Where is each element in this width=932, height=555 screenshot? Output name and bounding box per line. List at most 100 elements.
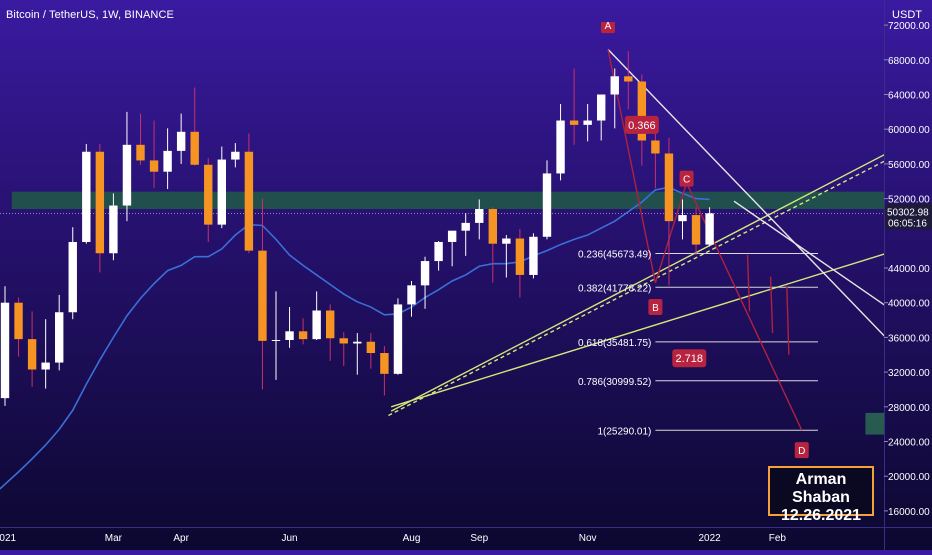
candle-body-13 (176, 131, 186, 151)
plot-area: 0.236(45673.49) 0.382(41778.22) 0.618(3548… (0, 21, 884, 490)
candle-body-14 (190, 131, 199, 165)
signature-date: 12.26.2021 (780, 507, 862, 524)
x-tick-label-3: Jun (281, 533, 297, 544)
projection-line-1 (769, 276, 774, 334)
candle-body-40 (542, 173, 552, 237)
candle-body-11 (149, 160, 159, 172)
y-tick-label-10: 28000.00 (888, 403, 930, 414)
candle-body-29 (393, 304, 403, 374)
projection-line-2 (786, 285, 790, 355)
candle-body-2 (27, 339, 37, 370)
x-tick-label-4: Aug (403, 533, 421, 544)
candle-body-52 (705, 213, 714, 245)
ratio-label-0: 0.366 (628, 120, 656, 132)
y-tick-label-5: 52000.00 (888, 195, 930, 206)
candle-body-47 (637, 81, 647, 141)
candle-body-51 (691, 215, 701, 245)
candle-body-5 (68, 241, 77, 313)
candle-body-50 (678, 215, 687, 222)
candle-body-42 (569, 120, 579, 125)
x-tick-label-2: Apr (173, 533, 189, 544)
candle-body-12 (163, 150, 172, 172)
candle-body-3 (41, 362, 50, 370)
fib-label-2: 0.618(35481.75) (578, 338, 651, 349)
y-tick-label-2: 64000.00 (888, 91, 930, 102)
x-tick-label-7: 2022 (698, 533, 721, 544)
fib-label-4: 1(25290.01) (597, 426, 651, 437)
x-tick-label-1: Mar (105, 533, 123, 544)
candle-body-24 (326, 310, 335, 339)
candle-body-36 (488, 209, 497, 244)
trend-line-3 (607, 48, 884, 337)
wave-label-D: D (798, 446, 805, 457)
currency-label: USDT (892, 9, 922, 21)
candle-body-43 (583, 120, 592, 125)
ratio-box-1 (672, 349, 707, 368)
candle-body-22 (298, 331, 308, 340)
candle-body-34 (461, 222, 470, 231)
candle-body-45 (610, 76, 619, 95)
candle-body-25 (339, 338, 348, 344)
trend-line-6 (654, 182, 688, 283)
candle-body-18 (244, 151, 254, 251)
wave-marker-B (648, 299, 663, 316)
current-price-tag (885, 203, 932, 230)
ratio-box-0 (624, 115, 659, 134)
candle-body-7 (95, 151, 105, 254)
x-tick-label-0: 2021 (0, 533, 17, 544)
candle-body-0 (0, 302, 10, 399)
x-tick-label-8: Feb (769, 533, 787, 544)
candle-body-26 (353, 341, 362, 344)
candle-body-33 (447, 230, 457, 242)
candle-body-19 (258, 250, 267, 341)
candle-body-49 (664, 153, 674, 222)
candle-body-16 (217, 159, 226, 225)
candle-body-32 (434, 241, 443, 262)
y-tick-label-12: 20000.00 (888, 472, 930, 483)
signature-box: Arman Shaban 12.26.2021 (768, 466, 874, 524)
candle-body-37 (502, 238, 511, 244)
candle-body-28 (380, 353, 389, 374)
y-tick-label-9: 32000.00 (888, 368, 930, 379)
y-tick-label-3: 60000.00 (888, 125, 930, 136)
candle-body-44 (597, 94, 606, 121)
candle-body-17 (231, 151, 240, 160)
fib-label-3: 0.786(30999.52) (578, 377, 651, 388)
candle-body-27 (366, 341, 376, 354)
candle-body-6 (82, 151, 91, 242)
projection-line-0 (746, 254, 751, 312)
trend-line-4 (733, 200, 884, 306)
trend-line-0 (390, 154, 884, 412)
x-tick-label-6: Nov (579, 533, 597, 544)
fib-label-0: 0.236(45673.49) (578, 249, 651, 260)
zone-1 (865, 412, 884, 435)
y-tick-label-4: 56000.00 (888, 160, 930, 171)
wave-marker-D (794, 442, 809, 459)
candle-body-1 (14, 302, 23, 340)
y-tick-label-0: 72000.00 (888, 21, 930, 32)
candle-body-10 (136, 144, 145, 161)
countdown-label: 06:05:16 (888, 218, 927, 229)
current-price-label: 50302.98 (887, 207, 929, 218)
wave-label-A: A (605, 21, 612, 32)
candle-body-9 (122, 144, 132, 206)
candle-body-23 (312, 310, 321, 340)
candle-body-46 (624, 76, 633, 82)
wave-label-C: C (683, 175, 690, 186)
trend-line-7 (685, 182, 803, 431)
ratio-label-1: 2.718 (676, 353, 704, 365)
candle-body-4 (55, 312, 64, 363)
candle-body-15 (204, 164, 213, 225)
y-tick-label-1: 68000.00 (888, 56, 930, 67)
trend-line-2 (390, 253, 884, 408)
candle-body-30 (407, 285, 416, 305)
candle-body-20 (271, 340, 281, 342)
wave-label-B: B (652, 303, 659, 314)
signature-name: Arman Shaban (792, 471, 850, 506)
y-tick-label-13: 16000.00 (888, 507, 930, 518)
candle-body-41 (556, 120, 565, 174)
chart-title: Bitcoin / TetherUS, 1W, BINANCE (6, 9, 174, 21)
candle-body-8 (109, 205, 118, 254)
